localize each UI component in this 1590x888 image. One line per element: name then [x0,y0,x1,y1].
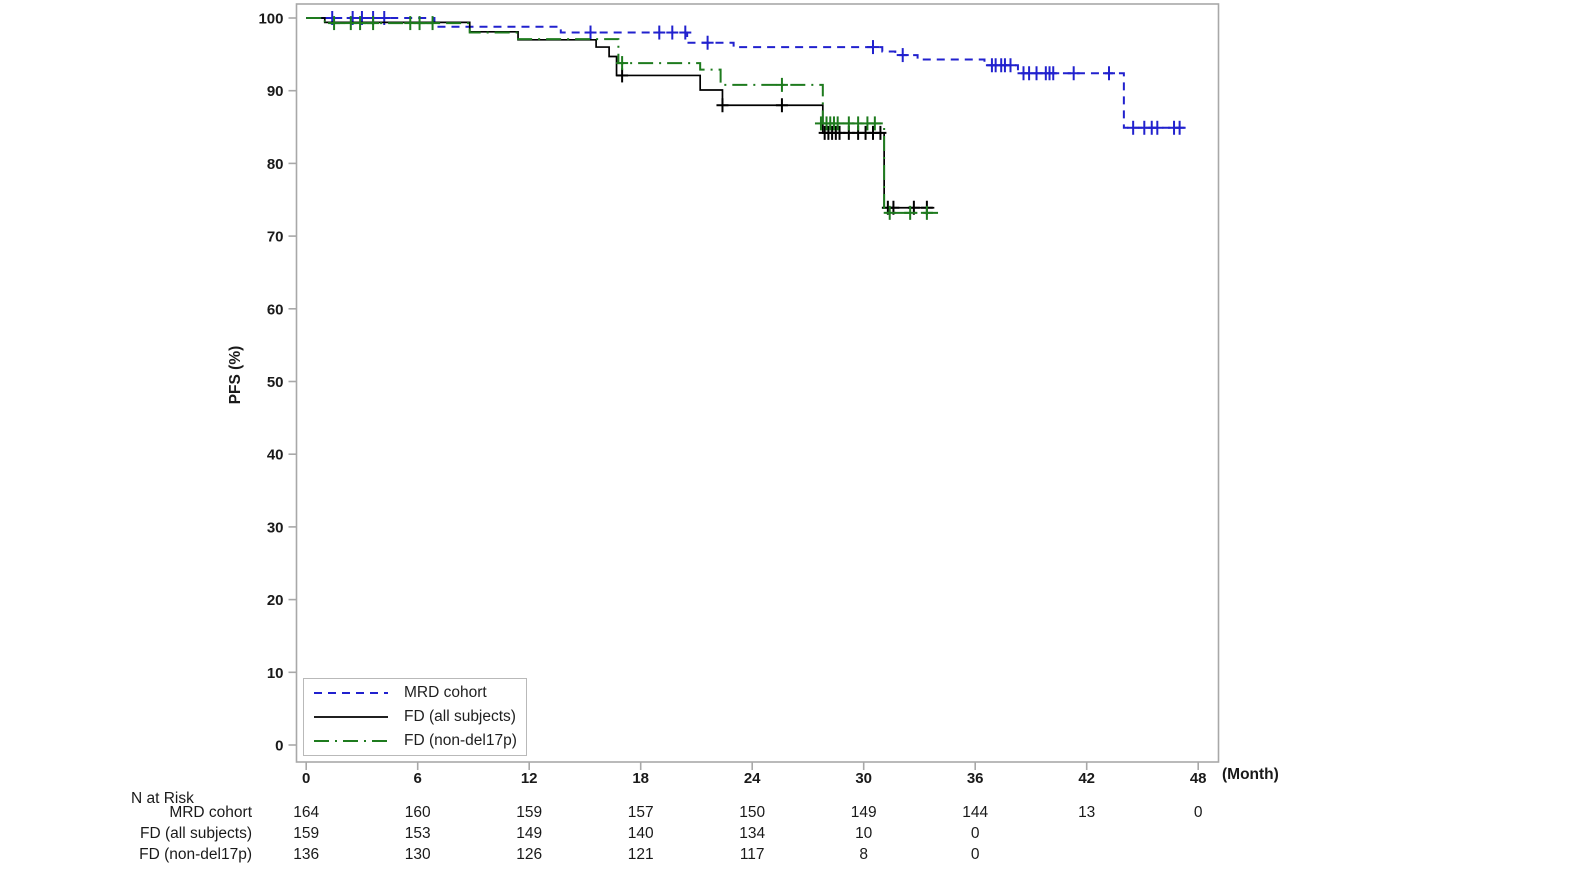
risk-value: 153 [404,825,431,842]
risk-value: 121 [627,846,654,863]
risk-value: 134 [739,825,766,842]
x-tick-label: 42 [1078,770,1095,787]
risk-value: 164 [293,804,320,821]
legend-line-sample-dashdot [314,740,388,742]
x-tick-label: 24 [744,770,761,787]
y-tick-label: 100 [258,11,283,28]
risk-value: 150 [739,804,766,821]
risk-value: 140 [627,825,654,842]
risk-value: 149 [516,825,543,842]
legend-label: FD (all subjects) [404,708,516,725]
risk-value: 0 [970,846,980,863]
y-tick-label: 40 [267,447,284,464]
x-tick-label: 36 [967,770,984,787]
y-tick-label: 10 [267,665,284,682]
n-at-risk-title: N at Risk [131,790,194,807]
series-curve-0 [306,17,1186,129]
x-tick-label: 6 [414,770,422,787]
risk-value: 159 [516,804,543,821]
risk-value: 8 [859,846,868,863]
risk-value: 0 [1193,804,1203,821]
series-curve-2 [306,17,939,214]
plot-border [295,3,1220,763]
risk-value: 159 [293,825,320,842]
legend-item-mrd-cohort: MRD cohort [304,681,526,705]
risk-row-label-fd-non-del17p: FD (non-del17p) [139,846,252,863]
y-tick-label: 90 [267,83,284,100]
risk-value: 13 [1078,804,1096,821]
y-tick-label: 70 [267,229,284,246]
risk-value: 160 [404,804,431,821]
y-tick-label: 50 [267,374,284,391]
risk-value: 0 [970,825,980,842]
x-axis-unit-label: (Month) [1222,766,1279,783]
legend-item-fd-non-del17p: FD (non-del17p) [304,729,526,753]
risk-value: 10 [855,825,873,842]
risk-value: 144 [962,804,989,821]
risk-row-label-mrd-cohort: MRD cohort [169,804,252,821]
y-tick-label: 30 [267,519,284,536]
y-tick-label: 0 [275,738,283,755]
y-tick-label: 80 [267,156,284,173]
y-tick-label: 20 [267,592,284,609]
risk-value: 149 [850,804,877,821]
x-tick-label: 18 [632,770,649,787]
risk-value: 117 [739,846,765,863]
legend-line-sample-dashed [314,692,388,694]
y-axis-label: PFS (%) [227,345,244,405]
legend: MRD cohort FD (all subjects) FD (non-del… [303,678,527,756]
x-tick-label: 30 [855,770,872,787]
risk-value: 126 [516,846,543,863]
legend-line-sample-solid [314,716,388,718]
risk-value: 130 [404,846,431,863]
x-tick-label: 0 [302,770,310,787]
legend-item-fd-all-subjects: FD (all subjects) [304,705,526,729]
risk-value: 157 [627,804,654,821]
x-tick-label: 48 [1190,770,1207,787]
risk-row-label-fd-all-subjects: FD (all subjects) [140,825,252,842]
x-tick-label: 12 [521,770,538,787]
legend-label: FD (non-del17p) [404,732,517,749]
risk-value: 136 [293,846,320,863]
y-tick-label: 60 [267,301,284,318]
legend-label: MRD cohort [404,684,487,701]
